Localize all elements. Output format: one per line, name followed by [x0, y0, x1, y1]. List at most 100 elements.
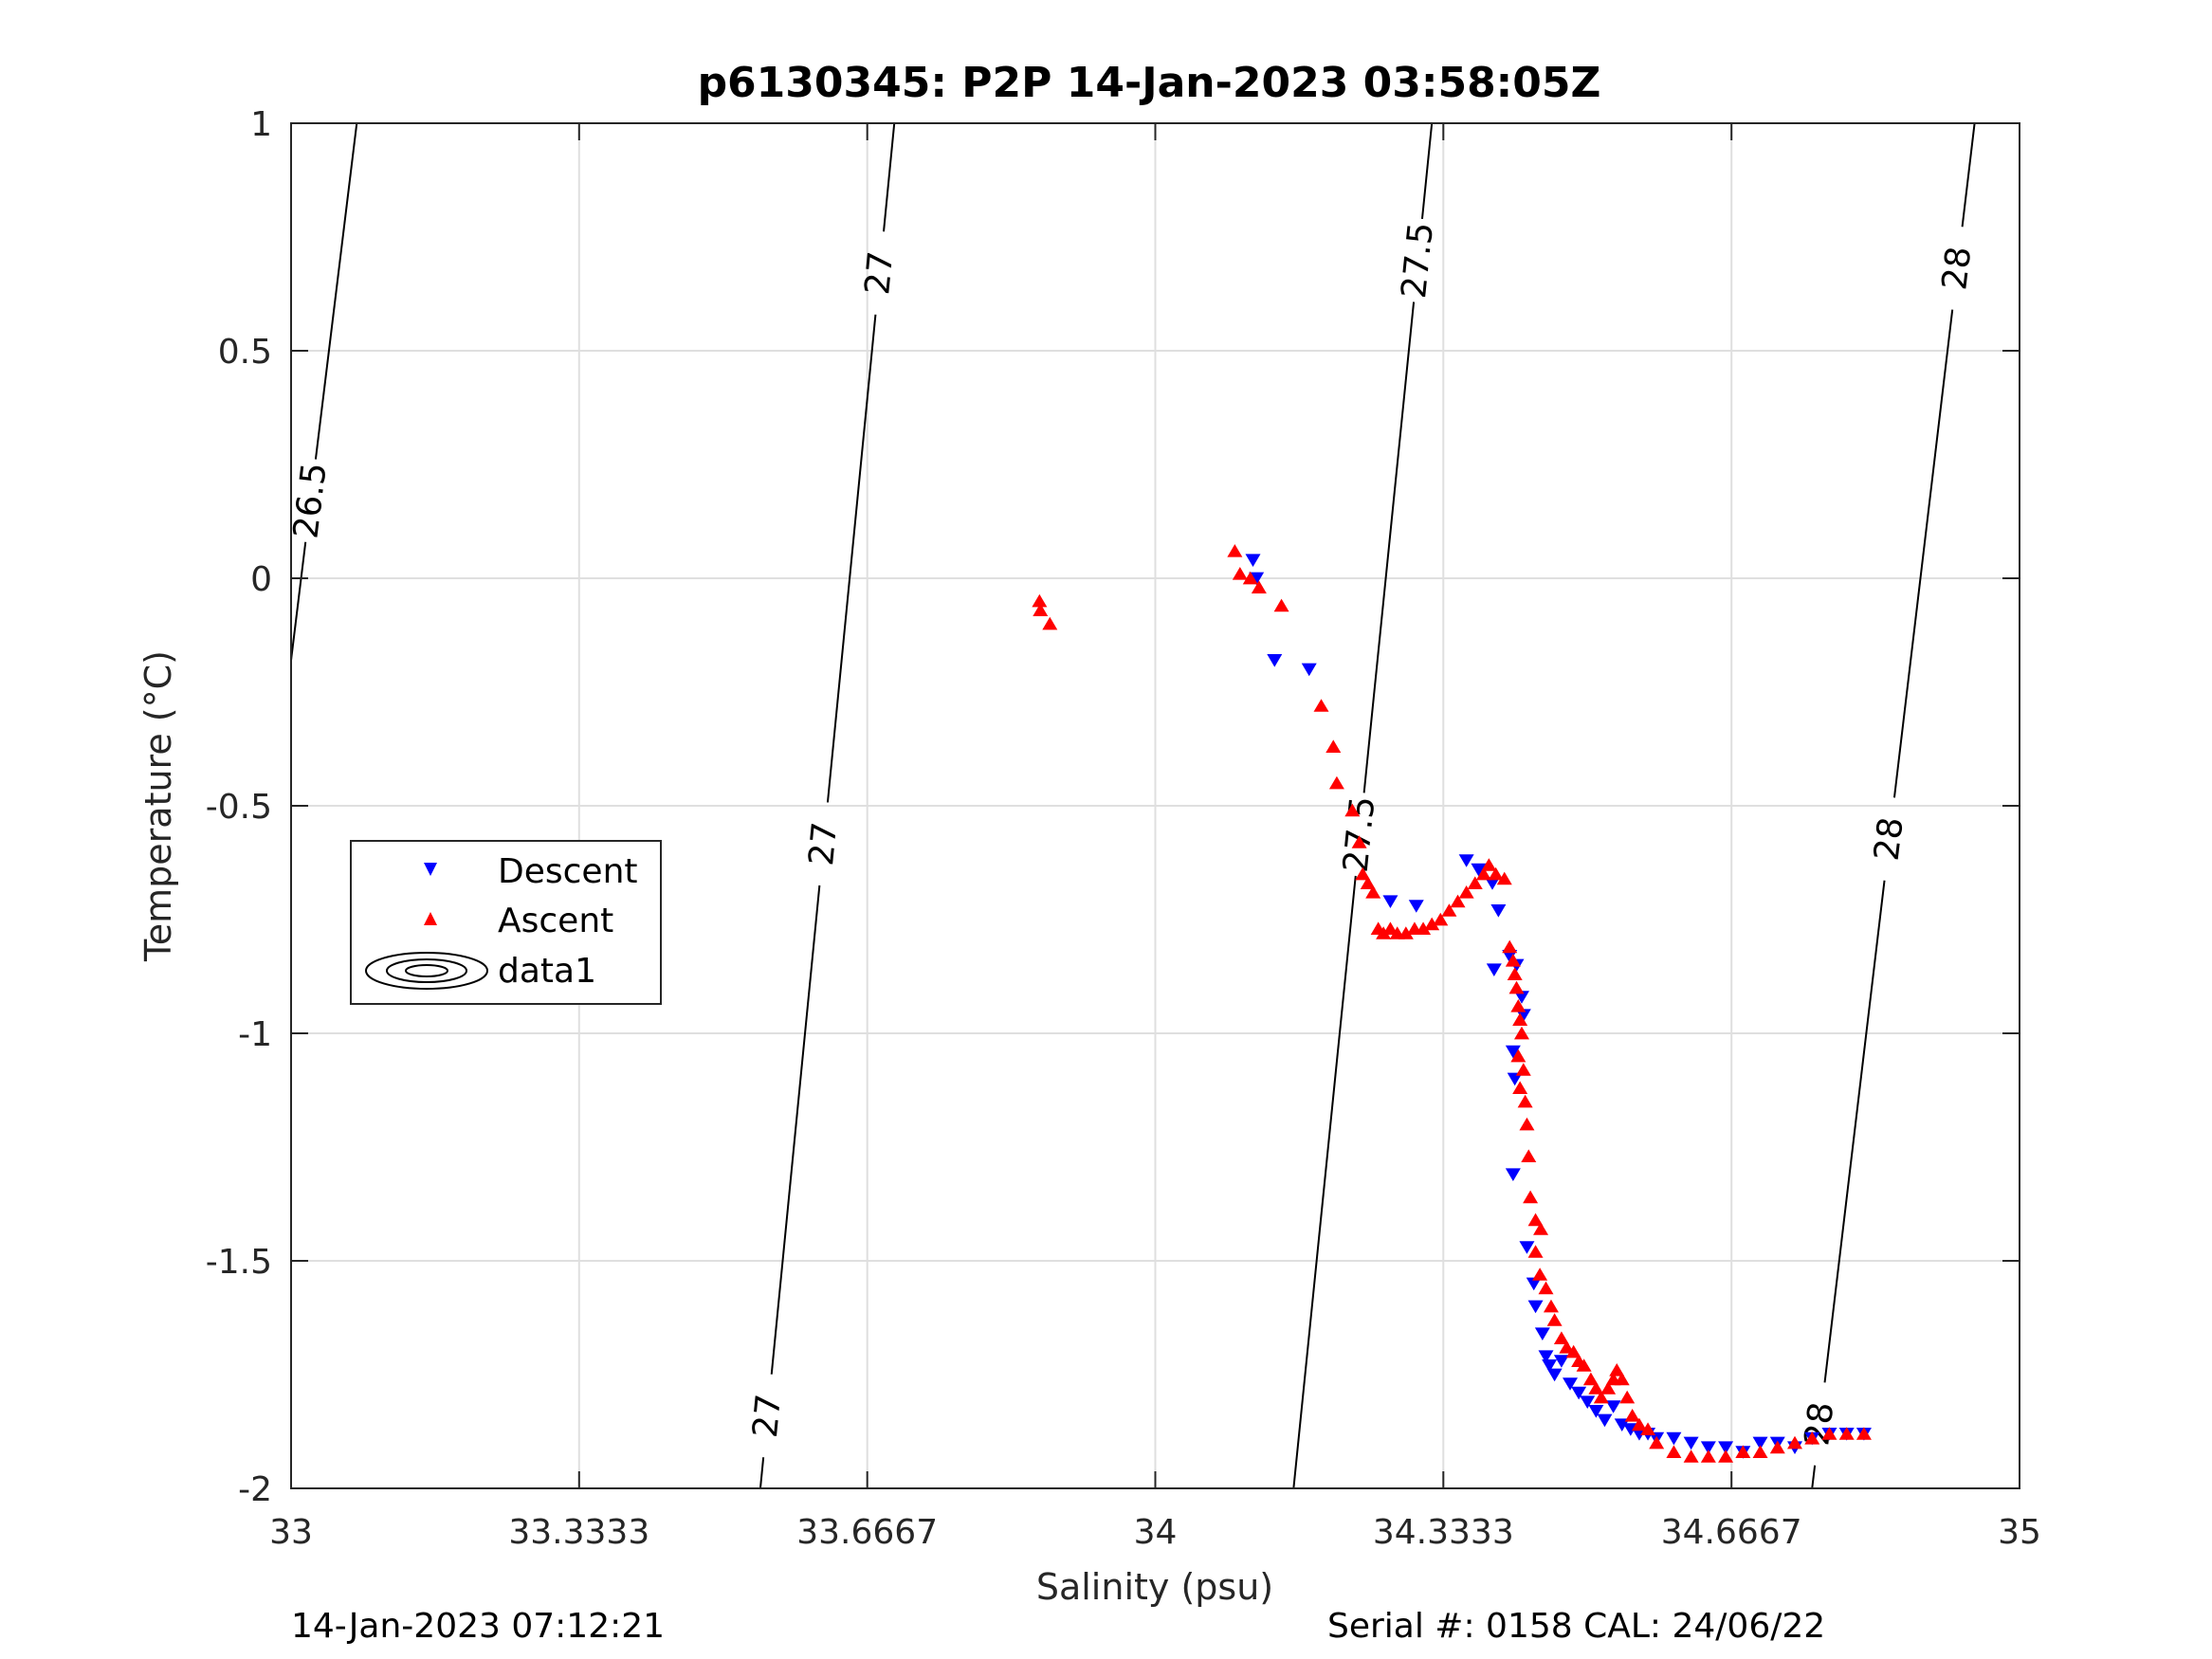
ascent-point [1666, 1445, 1682, 1458]
y-tick-label: 0.5 [218, 333, 272, 372]
isopycnal-line-26.5 [314, 122, 358, 460]
ascent-point [1533, 1222, 1549, 1235]
ascent-point [1515, 1063, 1531, 1076]
ascent-point [1344, 803, 1361, 817]
ascent-point [1505, 954, 1521, 967]
descent-point [1597, 1413, 1613, 1428]
descent-point [1382, 895, 1398, 908]
ascent-point [1700, 1449, 1716, 1463]
ascent-point [1441, 903, 1457, 917]
x-tick-label: 35 [1998, 1513, 2041, 1552]
isopycnal-line-27 [826, 314, 877, 803]
isopycnal-label: 27 [858, 249, 901, 297]
descent-point [1486, 963, 1502, 976]
ascent-point [1502, 939, 1518, 954]
descent-point [1471, 863, 1487, 877]
legend-box [350, 840, 662, 1005]
y-axis-label: Temperature (°C) [137, 650, 179, 962]
descent-point [1507, 1072, 1523, 1086]
ascent-point [1351, 835, 1367, 848]
ascent-point [1032, 593, 1048, 608]
descent-point [1502, 950, 1518, 963]
legend[interactable]: Descent Ascent data1 [350, 840, 662, 1005]
descent-point [1408, 900, 1424, 913]
ascent-point [1588, 1381, 1604, 1395]
ascent-series [1032, 544, 1872, 1463]
descent-point [1571, 1386, 1587, 1400]
descent-point [1519, 1241, 1535, 1254]
ascent-point [1481, 858, 1497, 871]
x-axis-label: Salinity (psu) [1036, 1566, 1273, 1608]
y-axis-tick-labels: -2 -1.5 -1 -0.5 0 0.5 1 [206, 105, 272, 1509]
ascent-point [1232, 567, 1248, 580]
isopycnal-line-26.5 [290, 541, 307, 661]
legend-descent-marker [424, 863, 437, 876]
descent-point [1546, 1368, 1563, 1382]
descent-point [1513, 991, 1529, 1004]
isopycnal-line-28 [1892, 309, 1954, 798]
descent-point [1526, 1277, 1542, 1291]
ascent-point [1496, 871, 1512, 885]
isopycnal-label: 28 [1935, 245, 1979, 292]
ascent-point [1565, 1344, 1581, 1358]
ascent-point [1424, 917, 1440, 931]
isopycnal-line-28 [1961, 122, 1976, 228]
isopycnal-line-27.5 [1420, 122, 1434, 220]
ascent-point [1433, 912, 1449, 926]
plot-area: 26.5 27 27 27 27.5 27.5 28 28 28 [286, 122, 2020, 1489]
legend-descent-label: Descent [498, 852, 638, 891]
descent-point [1505, 1168, 1521, 1181]
descent-point [1683, 1436, 1699, 1450]
ascent-point [1538, 1281, 1554, 1295]
y-tick-label: 1 [250, 105, 272, 144]
ascent-point [1517, 1094, 1533, 1108]
ascent-point [1376, 926, 1392, 939]
ascent-point [1631, 1417, 1647, 1431]
ascent-point [1508, 980, 1525, 994]
ascent-point [1735, 1445, 1751, 1458]
x-tick-label: 34.6667 [1661, 1513, 1802, 1552]
ascent-point [1313, 699, 1329, 712]
y-tick-label: -0.5 [206, 788, 272, 827]
ascent-point [1619, 1390, 1636, 1404]
ascent-point [1787, 1435, 1803, 1449]
axis-ticks [290, 122, 2020, 1489]
ascent-point [1251, 580, 1267, 593]
ascent-point [1416, 921, 1432, 935]
ascent-point [1559, 1340, 1575, 1354]
ascent-point [1582, 1372, 1599, 1386]
descent-point [1580, 1395, 1596, 1409]
legend-contour-icon [365, 952, 488, 990]
y-tick-label: -1.5 [206, 1243, 272, 1282]
ascent-point [1365, 885, 1381, 899]
legend-ascent-label: Ascent [498, 902, 613, 940]
isopycnal-line-27 [770, 884, 821, 1375]
ascent-point [1450, 894, 1466, 908]
ascent-point [1510, 1048, 1526, 1063]
isopycnal-label: 27.5 [1337, 794, 1383, 874]
descent-point [1718, 1441, 1734, 1454]
isopycnal-line-27.5 [1362, 301, 1416, 793]
descent-point [1301, 663, 1317, 677]
ascent-point [1273, 598, 1289, 612]
ascent-point [1546, 1313, 1563, 1326]
footer-serial-cal: Serial #: 0158 CAL: 24/06/22 [1327, 1607, 1825, 1646]
ascent-point [1475, 866, 1491, 881]
y-tick-label: -1 [238, 1015, 272, 1054]
ascent-point [1614, 1372, 1630, 1386]
legend-ascent-marker [424, 912, 437, 925]
ascent-point [1718, 1449, 1734, 1463]
descent-point [1490, 904, 1507, 918]
ascent-point [1543, 1299, 1559, 1313]
x-tick-label: 33.6667 [796, 1513, 938, 1552]
ascent-point [1593, 1390, 1609, 1404]
ascent-point [1821, 1427, 1837, 1440]
ascent-point [1521, 1149, 1537, 1162]
ascent-point [1227, 544, 1243, 557]
descent-point [1666, 1431, 1682, 1446]
ascent-point [1382, 921, 1398, 935]
ascent-point [1769, 1440, 1785, 1454]
ascent-point [1683, 1449, 1699, 1463]
ascent-point [1512, 1081, 1528, 1094]
